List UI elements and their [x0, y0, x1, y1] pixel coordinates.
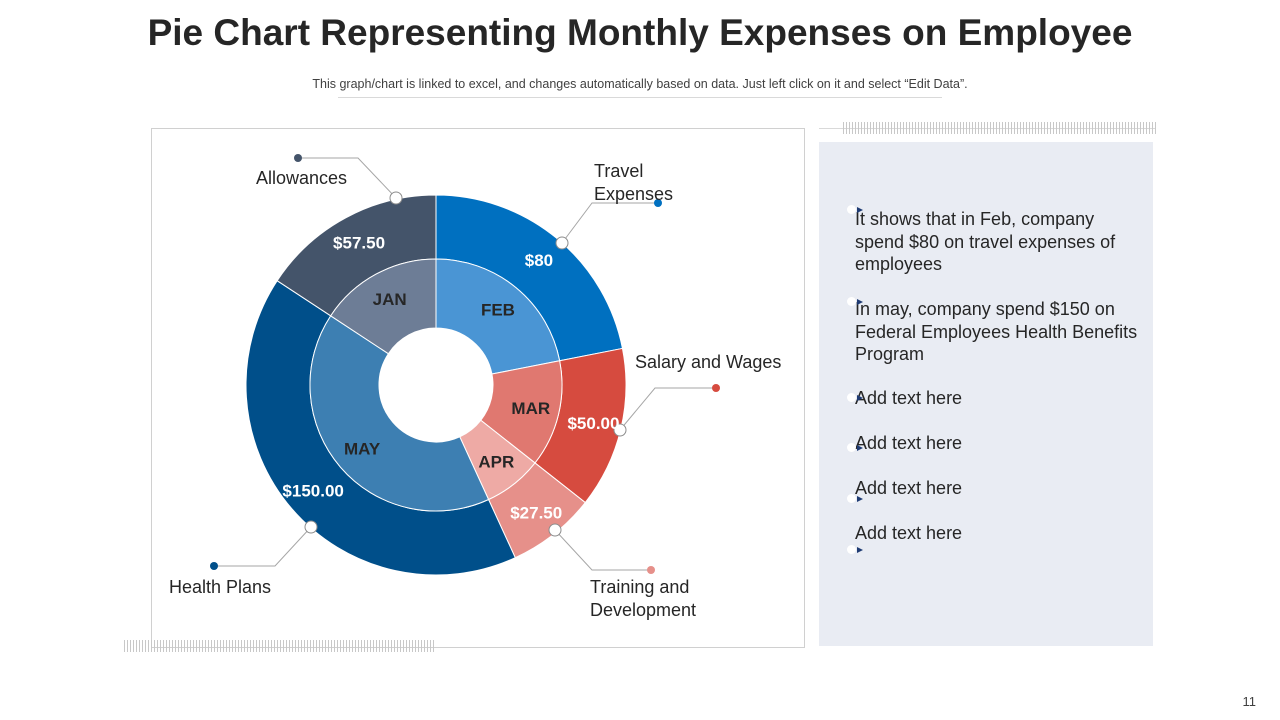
callout-line-health [214, 526, 312, 567]
panel-note-text: Add text here [855, 523, 963, 543]
callout-label-training-line1: Training and [590, 577, 689, 597]
panel-note: In may, company spend $150 on Federal Em… [847, 297, 1145, 366]
chart-note: This graph/chart is linked to excel, and… [312, 77, 968, 91]
decorative-hatch-right [843, 122, 1157, 134]
callout-line-training [554, 529, 651, 571]
callout-anchor-salary [613, 423, 627, 437]
bullet-icon [847, 545, 863, 554]
panel-note: Add text here [847, 432, 1145, 455]
page-title: Pie Chart Representing Monthly Expenses … [147, 12, 1133, 53]
callout-label-training-line2: Development [590, 600, 696, 620]
callout-label-travel-line1: Travel [594, 161, 643, 181]
value-label-may: $150.00 [282, 482, 343, 501]
callout-label-allowances: Allowances [256, 168, 347, 188]
callout-anchor-health [304, 520, 318, 534]
callout-anchor-training [548, 523, 562, 537]
callout-dot-training [647, 566, 655, 574]
value-label-feb: $80 [525, 251, 553, 270]
value-label-jan: $57.50 [333, 233, 385, 252]
callout-label-travel-line2: Expenses [594, 184, 673, 204]
callout-label-health: Health Plans [169, 577, 271, 597]
callout-anchor-allowances [389, 191, 403, 205]
callout-dot-travel [654, 199, 662, 207]
panel-note: Add text here [847, 477, 1145, 503]
bullet-icon [847, 443, 863, 452]
value-label-mar: $50.00 [567, 414, 619, 433]
callout-leaders [210, 154, 720, 574]
panel-note: Add text here [847, 387, 1145, 410]
panel-note: Add text here [847, 522, 1145, 554]
panel-note-text: Add text here [855, 388, 963, 408]
callout-line-travel [561, 202, 658, 244]
month-label-may: MAY [344, 440, 381, 459]
callout-line-allowances [298, 157, 397, 199]
callout-anchor-travel [555, 236, 569, 250]
bullet-icon [847, 393, 863, 402]
month-label-apr: APR [478, 453, 514, 472]
bullet-icon [847, 494, 863, 503]
callout-label-salary: Salary and Wages [635, 352, 781, 372]
callout-dot-health [210, 562, 218, 570]
month-label-feb: FEB [481, 301, 515, 320]
callout-dot-salary [712, 384, 720, 392]
donut-hole [379, 328, 493, 442]
month-label-jan: JAN [373, 290, 407, 309]
slice-labels: $80 FEB $50.00 MAR $27.50 APR $150.00 MAY $57.50… [282, 233, 619, 522]
subtitle-divider [338, 97, 942, 98]
page-number: 11 [1242, 694, 1257, 709]
bullet-icon [847, 297, 863, 306]
panel-note-text: It shows that in Feb, company spend $80 … [855, 209, 1116, 274]
inner-ring [309, 258, 563, 512]
value-label-apr: $27.50 [510, 503, 562, 522]
notes-panel: It shows that in Feb, company spend $80 … [819, 142, 1153, 646]
callout-dot-allowances [294, 154, 302, 162]
panel-note-text: Add text here [855, 433, 963, 453]
panel-note: It shows that in Feb, company spend $80 … [847, 205, 1145, 276]
month-label-mar: MAR [511, 399, 550, 418]
panel-note-text: Add text here [855, 478, 963, 498]
callout-line-salary [619, 387, 716, 431]
panel-note-text: In may, company spend $150 on Federal Em… [855, 299, 1138, 364]
decorative-hatch-left [124, 640, 436, 652]
bullet-icon [847, 205, 863, 214]
